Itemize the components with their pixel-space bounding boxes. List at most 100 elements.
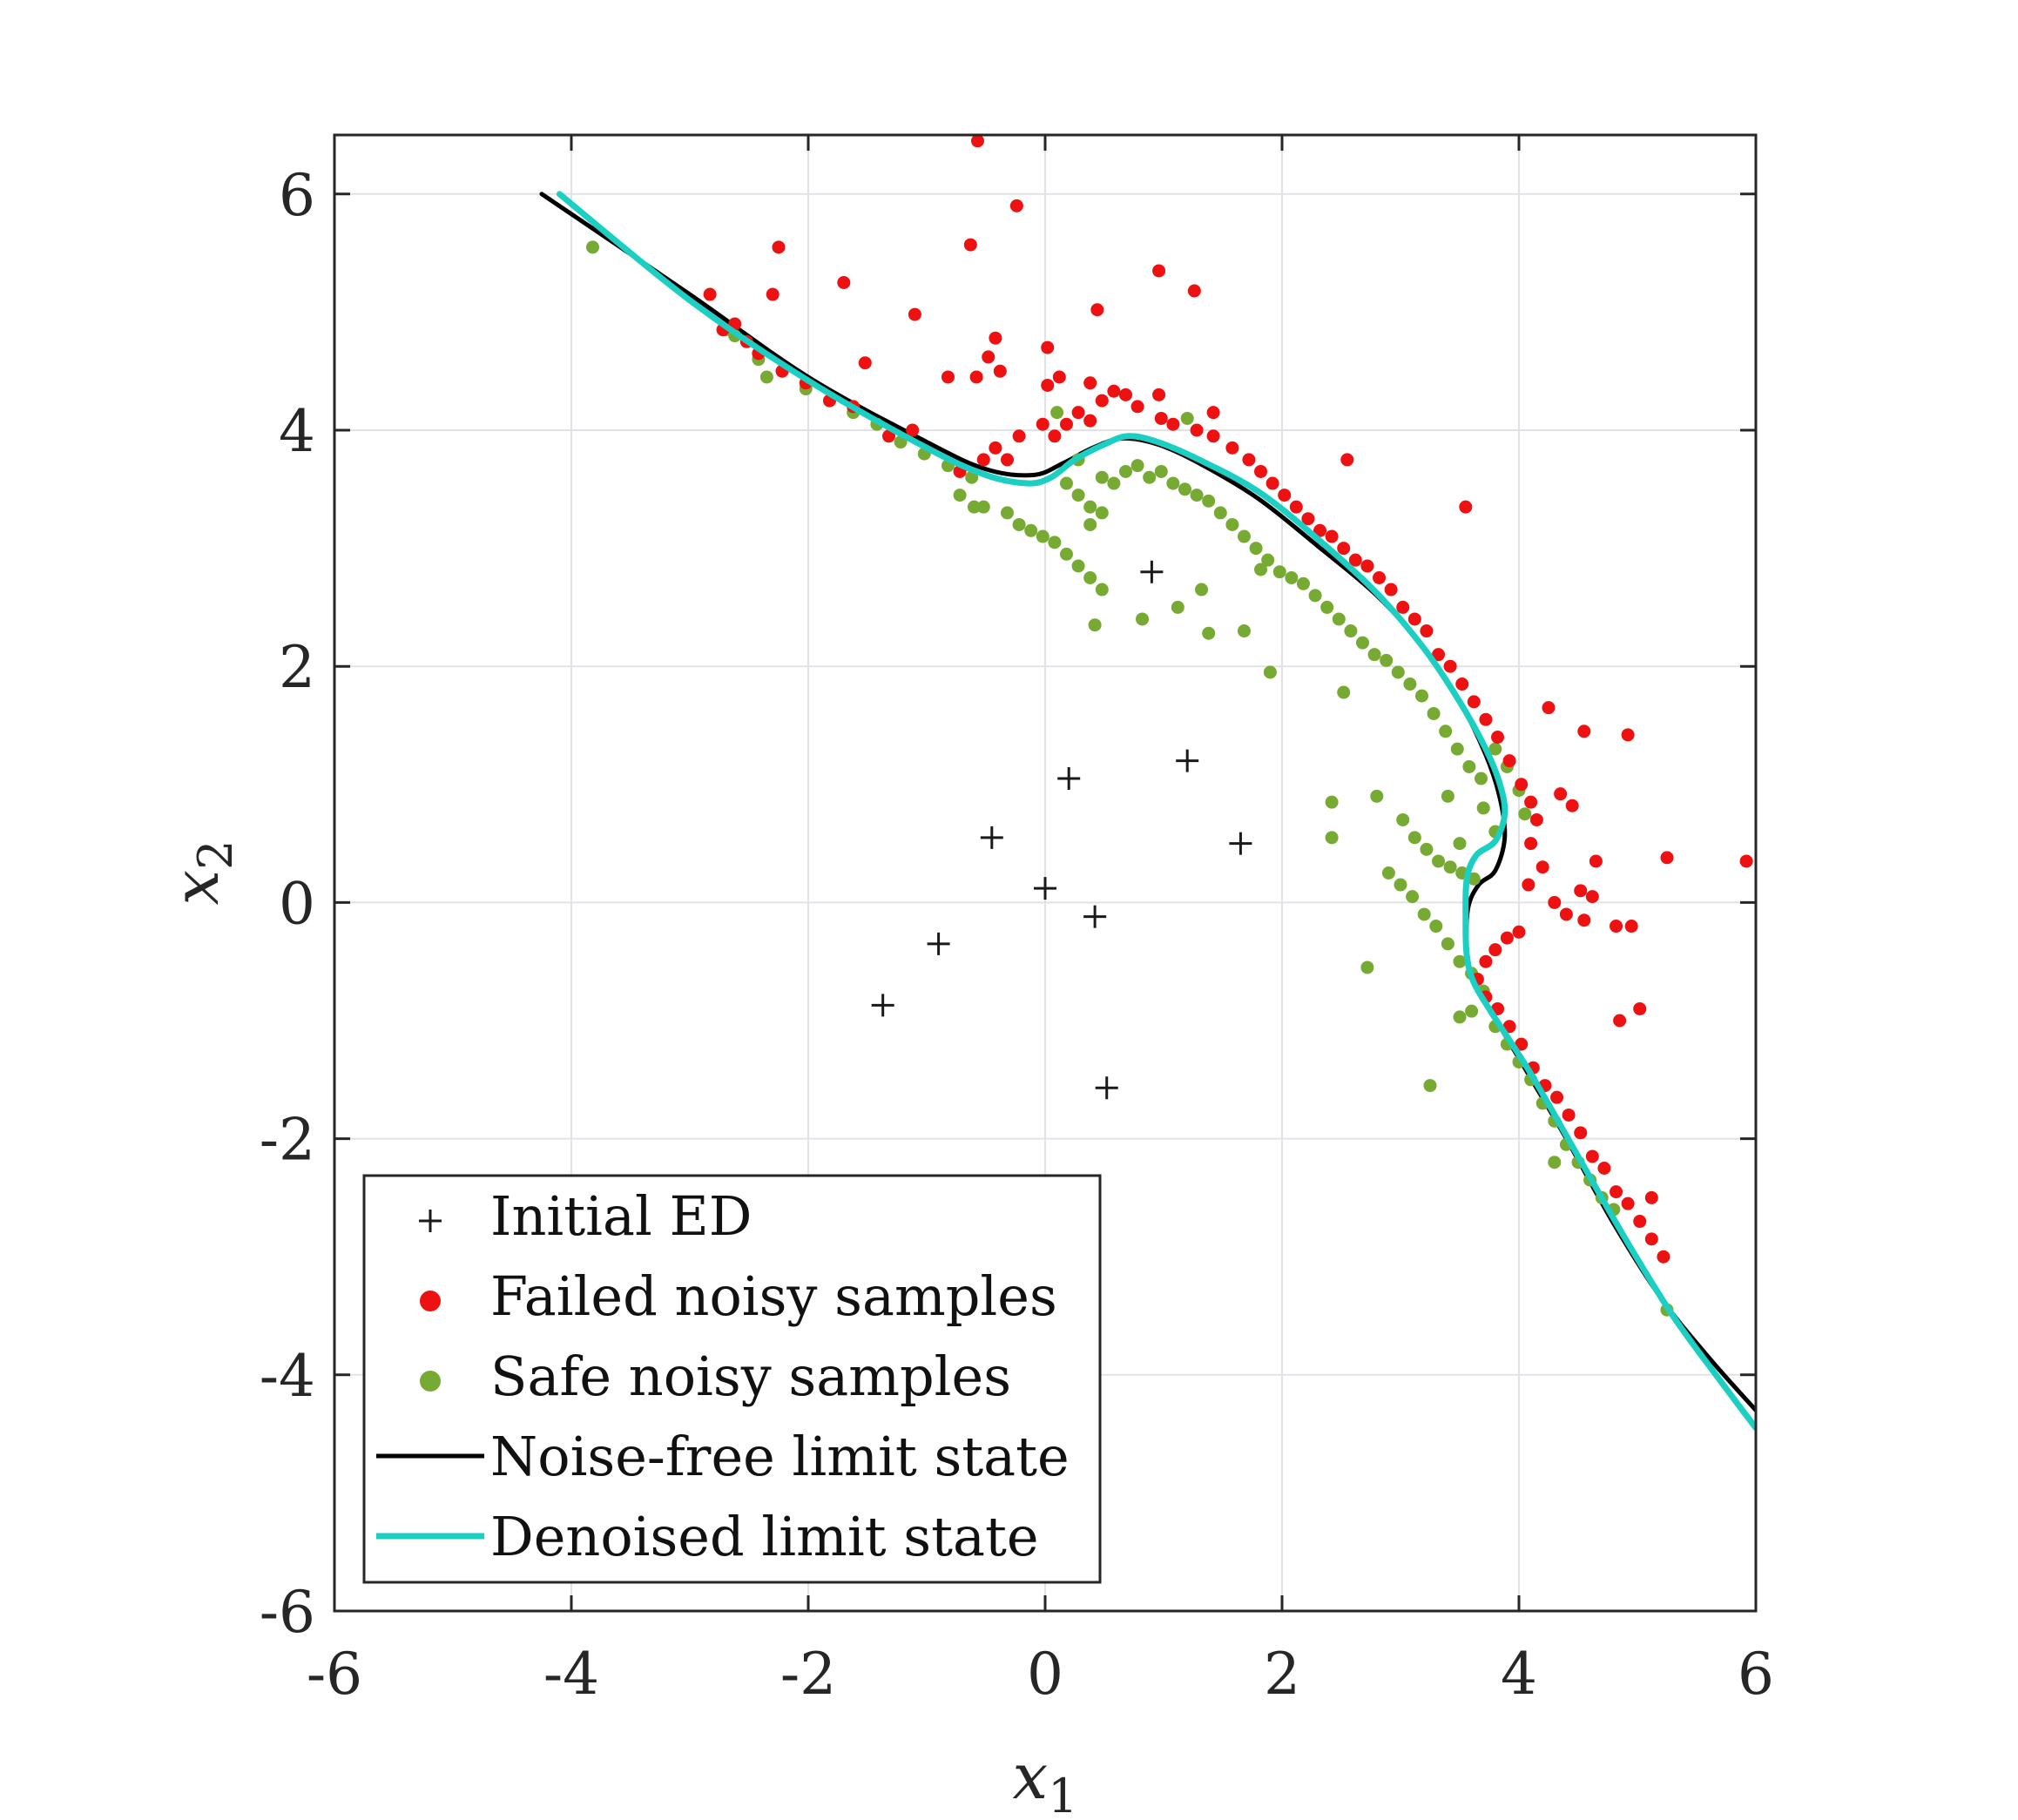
failed-sample-point (1443, 659, 1457, 673)
safe-sample-point (1518, 807, 1532, 821)
safe-sample-point (1453, 837, 1467, 851)
failed-sample-point (1657, 1250, 1670, 1264)
safe-sample-point (1136, 612, 1150, 626)
failed-sample-point (1360, 559, 1374, 573)
safe-sample-point (1308, 589, 1322, 603)
safe-sample-point (1320, 600, 1334, 614)
safe-sample-point (1254, 563, 1268, 576)
safe-sample-point (1118, 464, 1132, 478)
failed-sample-point (1524, 795, 1538, 809)
failed-sample-point (906, 423, 920, 437)
safe-sample-point (1107, 476, 1121, 490)
failed-sample-point (1036, 417, 1049, 431)
failed-sample-point (1325, 529, 1339, 543)
failed-sample-point (969, 370, 983, 384)
safe-sample-point (1143, 470, 1157, 484)
safe-sample-point (1095, 583, 1109, 597)
safe-sample-point (1394, 878, 1407, 892)
safe-sample-point (1048, 536, 1062, 549)
failed-sample-point (1152, 388, 1166, 401)
safe-sample-point (1083, 517, 1097, 531)
legend-item-failed: Failed noisy samples (420, 1264, 1057, 1328)
safe-sample-point (1370, 789, 1384, 803)
x-tick-label: -6 (307, 1641, 362, 1708)
safe-sample-point (1263, 665, 1277, 679)
failed-sample-point (1565, 799, 1579, 812)
failed-sample-point (1589, 854, 1603, 868)
failed-sample-point (1550, 1090, 1564, 1104)
safe-sample-point (1453, 1010, 1467, 1024)
failed-sample-point (1522, 878, 1535, 892)
legend-label-initial-ed: Initial ED (490, 1184, 752, 1248)
failed-sample-point (1488, 943, 1502, 957)
safe-sample-point (1420, 842, 1434, 856)
safe-sample-point (1429, 920, 1443, 934)
failed-sample-point (1535, 860, 1549, 874)
safe-sample-point (1237, 529, 1251, 543)
safe-sample-point (1285, 571, 1299, 584)
safe-sample-point (1367, 648, 1381, 662)
failed-sample-point (772, 240, 786, 254)
x-tick-label: 0 (1027, 1641, 1063, 1708)
safe-sample-point (1272, 565, 1286, 579)
failed-sample-point (1396, 600, 1410, 614)
failed-sample-point (881, 429, 895, 443)
failed-sample-point (970, 135, 984, 148)
failed-sample-point (1130, 400, 1144, 414)
legend-label-safe: Safe noisy samples (490, 1345, 1011, 1408)
safe-sample-point (1296, 576, 1310, 590)
failed-sample-point (941, 370, 955, 384)
safe-sample-point (1059, 547, 1073, 561)
failed-sample-point (1340, 453, 1354, 467)
failed-sample-point (1529, 812, 1543, 826)
safe-sample-point (1488, 742, 1502, 756)
legend-item-denoised: Denoised limit state (376, 1505, 1039, 1568)
failed-sample-point (1467, 695, 1481, 709)
failed-sample-point (1577, 913, 1591, 927)
initial-ed-point (871, 994, 894, 1017)
safe-sample-point (1095, 506, 1109, 520)
x-tick-label: 2 (1264, 1641, 1300, 1708)
safe-sample-point (1213, 506, 1227, 520)
initial-ed-point (1176, 749, 1199, 772)
safe-sample-point (1462, 759, 1476, 773)
failed-sample-point (1407, 612, 1421, 626)
failed-sample-point (1515, 778, 1529, 792)
safe-samples-group (585, 240, 1674, 1317)
failed-sample-point (1090, 303, 1104, 317)
initial-ed-group (871, 560, 1252, 1100)
safe-sample-point (1036, 529, 1049, 543)
safe-sample-point (1432, 854, 1446, 868)
y-tick-label: -6 (260, 1579, 315, 1646)
failed-sample-point (1083, 414, 1097, 428)
x-tick-label: 6 (1738, 1641, 1774, 1708)
safe-sample-point (1453, 954, 1467, 968)
y-tick-label: -4 (260, 1343, 315, 1410)
failed-sample-point (1206, 406, 1220, 420)
safe-sample-point (976, 500, 990, 514)
legend-box (362, 1174, 1102, 1584)
y-tick-label: 0 (279, 870, 315, 937)
failed-sample-point (1562, 1108, 1576, 1122)
y-axis-label: x2 (159, 840, 243, 906)
failed-sample-point (1052, 370, 1066, 384)
safe-sample-point (759, 370, 773, 384)
failed-sample-point (1348, 553, 1362, 567)
safe-sample-point (1202, 494, 1216, 508)
failed-sample-point (1265, 476, 1279, 490)
failed-sample-point (1166, 417, 1180, 431)
legend-green-dot-icon (420, 1371, 441, 1392)
safe-sample-point (1380, 653, 1394, 667)
safe-sample-point (1465, 1004, 1479, 1018)
failed-sample-point (1009, 199, 1023, 212)
y-tick-label: 6 (279, 162, 315, 229)
failed-sample-point (1373, 571, 1387, 584)
initial-ed-point (980, 826, 1003, 849)
failed-sample-point (1278, 489, 1292, 502)
legend-item-initial-ed: Initial ED (419, 1184, 752, 1248)
legend-label-failed: Failed noisy samples (490, 1264, 1057, 1328)
y-tick-label: -2 (260, 1107, 315, 1174)
failed-sample-point (858, 356, 872, 370)
y-tick-labels: -6 -4 -2 0 2 4 6 (260, 162, 315, 1646)
safe-sample-point (1195, 583, 1209, 597)
